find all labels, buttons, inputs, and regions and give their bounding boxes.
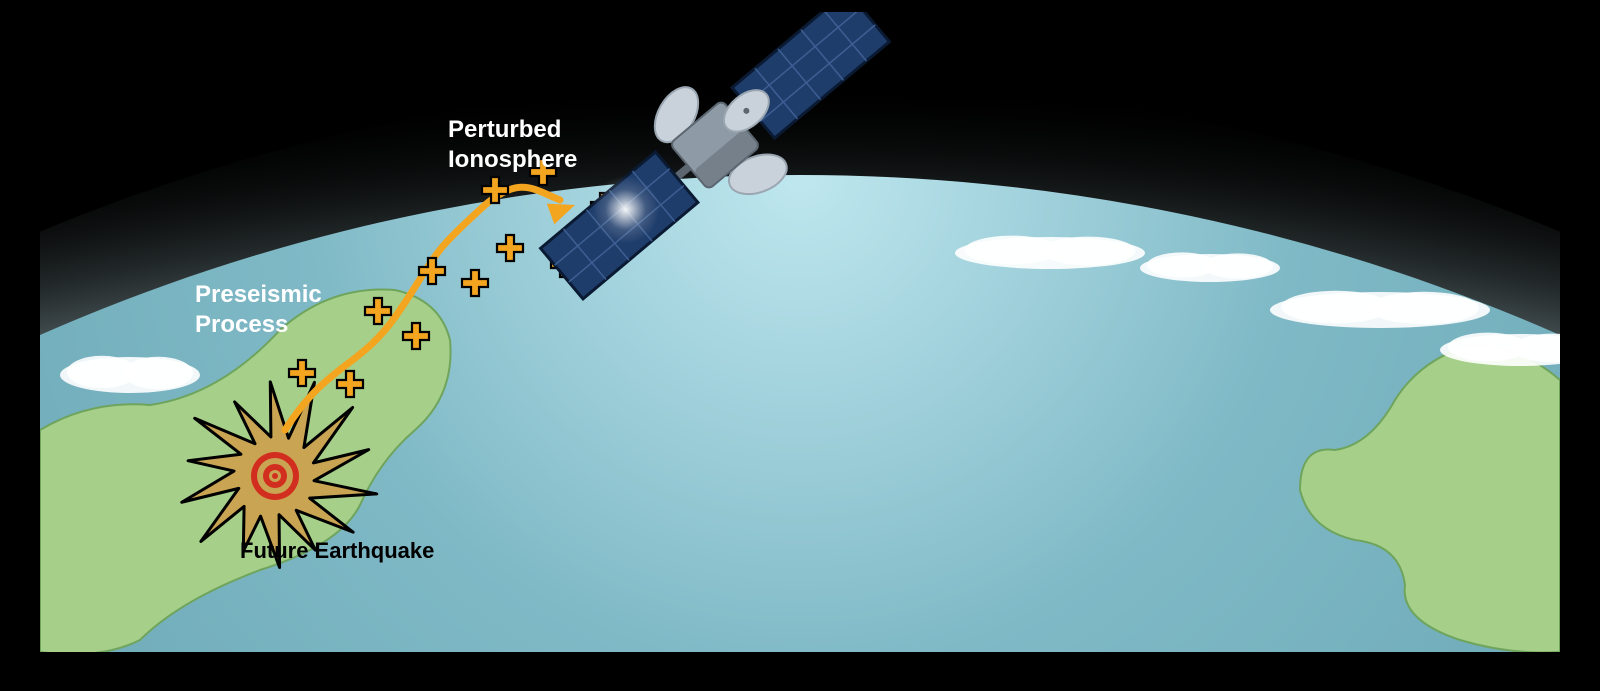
label-preseismic-1: Preseismic — [195, 281, 322, 309]
label-future-earthquake: Future Earthquake — [240, 538, 434, 563]
scene-svg — [0, 0, 1600, 691]
label-preseismic-2: Process — [195, 311, 288, 339]
label-perturbed-ionosphere-2: Ionosphere — [448, 146, 577, 174]
diagram-stage: Perturbed Ionosphere Preseismic Process … — [0, 0, 1600, 691]
label-perturbed-ionosphere-1: Perturbed — [448, 116, 561, 144]
